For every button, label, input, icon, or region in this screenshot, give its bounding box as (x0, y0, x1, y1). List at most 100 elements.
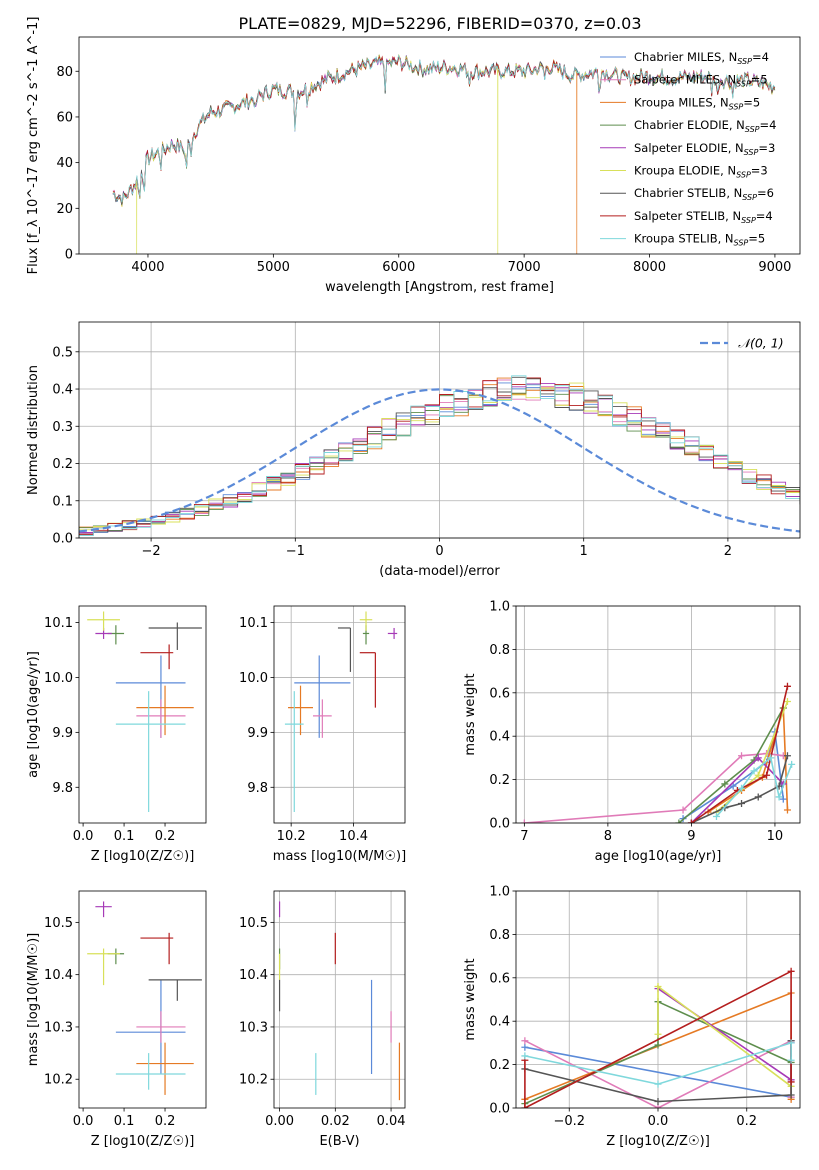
errorbar-point-6 (337, 627, 352, 672)
y-tick-label: 9.8 (52, 781, 73, 796)
x-tick-label: 0 (435, 544, 443, 559)
x-tick-label: 0.2 (155, 829, 176, 844)
y-tick-label: 10.5 (44, 916, 73, 931)
errorbar-point-5 (359, 611, 373, 631)
x-axis-label: Z [log10(Z/Z☉)] (91, 1134, 195, 1149)
legend-count: =3 (758, 141, 775, 155)
x-tick-label: −2 (142, 544, 161, 559)
weight-marker (654, 1041, 662, 1049)
y-tick-label: 10.0 (239, 671, 268, 686)
spectrum-frame (78, 36, 801, 255)
weight-marker (779, 795, 787, 803)
legend-count: =5 (751, 73, 768, 87)
x-axis-label: Z [log10(Z/Z☉)] (91, 849, 195, 864)
y-tick-label: 0.5 (52, 345, 73, 360)
mass-vs-ebv-grid (274, 891, 405, 1108)
weight-line-7 (524, 969, 792, 1108)
residuals-frame (78, 321, 801, 539)
y-tick-label: 10.0 (44, 671, 73, 686)
x-axis-label: mass [log10(M/M☉)] (273, 849, 406, 864)
x-tick-label: 8000 (633, 260, 666, 275)
legend-label: Salpeter MILES, NSSP=5 (634, 73, 768, 89)
weight-marker (783, 806, 791, 814)
y-axis-label: age [log10(age/yr)] (26, 651, 41, 778)
errorbar-point-2 (136, 685, 194, 736)
y-tick-label: 10.5 (239, 916, 268, 931)
y-tick-label: 0.6 (489, 971, 510, 986)
y-tick-label: 0.2 (489, 1058, 510, 1073)
weight-marker (521, 1052, 529, 1060)
weight-marker (654, 982, 662, 990)
legend-label: Kroupa MILES, NSSP=5 (634, 95, 760, 111)
legend-count: =4 (752, 50, 769, 64)
weight-marker (738, 784, 746, 792)
legend-count: =6 (757, 186, 774, 200)
residuals-marks (79, 375, 800, 538)
x-tick-label: 0.0 (73, 829, 94, 844)
weight-marker (783, 752, 791, 760)
spectrum-line-7 (112, 55, 776, 203)
y-tick-label: 10.1 (239, 616, 268, 631)
residuals-panel: −2 −1 0 1 2 0.0 0.1 0.2 0.3 0.4 0.5 (data-model)/er… (26, 321, 801, 579)
errorbar-point-8 (284, 691, 304, 813)
x-tick-label: 0.04 (377, 1114, 406, 1129)
spectrum-marks (112, 53, 776, 254)
legend-label: Chabrier STELIB, NSSP=6 (634, 186, 774, 202)
y-tick-label: 10.1 (44, 616, 73, 631)
x-tick-label: 6000 (382, 260, 415, 275)
weight-marker (520, 819, 528, 823)
age-vs-mass-frame (273, 605, 406, 824)
errorbar-point-3 (107, 948, 125, 965)
weight-marker (787, 1091, 795, 1099)
mass-vs-ebv-frame (273, 890, 406, 1109)
mass-vs-ebv-marks (278, 901, 401, 1101)
legend-label: Salpeter STELIB, NSSP=4 (634, 209, 773, 225)
age-vs-mass-grid (274, 606, 405, 823)
weight-marker (679, 806, 687, 814)
y-axis-label: mass weight (463, 673, 478, 755)
errorbar-point-7 (140, 644, 174, 670)
age-vs-Z-frame (78, 605, 207, 824)
weight-vs-age-frame (515, 605, 801, 824)
y-tick-label: 0.0 (489, 817, 510, 832)
y-tick-label: 0.0 (52, 532, 73, 547)
legend-subscript: SSP (737, 57, 752, 66)
legend-label: Kroupa ELODIE, NSSP=3 (634, 164, 768, 180)
weight-line-8 (524, 1041, 792, 1085)
age-vs-mass-panel: 10.2 10.4 9.8 9.9 10.0 10.1 mass [log10(M/M☉)] (239, 605, 406, 864)
legend-count: =5 (743, 95, 760, 109)
y-tick-label: 0.1 (52, 494, 73, 509)
histogram-series-0 (79, 382, 800, 538)
legend-subscript: SSP (745, 125, 760, 134)
legend-subscript: SSP (736, 171, 751, 180)
errorbar-point-5 (87, 611, 120, 631)
errorbar-point-5 (87, 948, 120, 986)
legend-subscript: SSP (736, 80, 751, 89)
errorbar-point-1 (136, 699, 186, 738)
y-tick-label: 0.2 (489, 773, 510, 788)
y-tick-label: 9.9 (52, 726, 73, 741)
x-tick-label: 0.2 (736, 1114, 757, 1129)
weight-line-7 (690, 686, 789, 823)
x-axis-label: age [log10(age/yr)] (595, 849, 722, 864)
x-tick-label: 7 (520, 829, 528, 844)
y-tick-label: 9.9 (247, 726, 268, 741)
weight-marker (750, 767, 758, 775)
weight-marker (675, 819, 683, 823)
spectrum-panel: 4000 5000 6000 7000 8000 9000 0 20 40 60 80 wavelen… (26, 17, 801, 295)
errorbar-point-0 (115, 655, 186, 738)
weight-marker (783, 682, 791, 690)
mass-vs-ebv-panel: 0.00 0.02 0.04 10.2 10.3 10.4 10.5 E(B-V) (239, 890, 406, 1149)
x-tick-label: 10.4 (339, 829, 368, 844)
errorbar-point-4 (95, 901, 112, 918)
weight-marker (754, 771, 762, 779)
x-axis-label: wavelength [Angstrom, rest frame] (325, 280, 554, 295)
spectrum-legend: Chabrier MILES, NSSP=4 Salpeter MILES, NS… (600, 50, 776, 248)
weight-marker (521, 1043, 529, 1051)
weight-marker (783, 697, 791, 705)
x-tick-label: 0.1 (114, 1114, 135, 1129)
y-tick-label: 0.8 (489, 928, 510, 943)
legend-subscript: SSP (741, 216, 756, 225)
y-tick-label: 10.3 (44, 1020, 73, 1035)
